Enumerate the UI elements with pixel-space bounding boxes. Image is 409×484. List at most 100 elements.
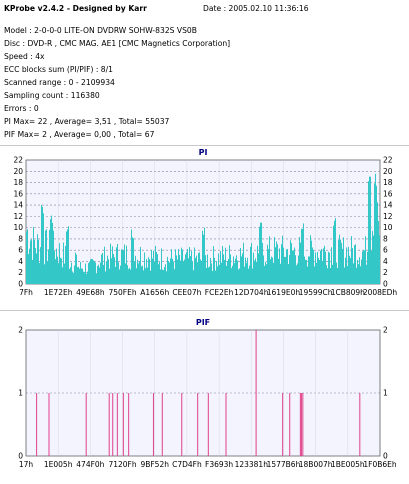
pi-bar bbox=[110, 243, 111, 284]
pi-bar bbox=[266, 264, 267, 284]
pi-bar bbox=[335, 218, 336, 284]
pi-bar bbox=[240, 248, 241, 284]
pi-y-tick-left: 18 bbox=[13, 178, 23, 187]
pi-bar bbox=[144, 252, 145, 284]
pi-bar bbox=[242, 253, 243, 284]
pi-bar bbox=[82, 268, 83, 284]
pi-bar bbox=[247, 257, 248, 284]
pi-bar bbox=[329, 252, 330, 284]
pi-bar bbox=[58, 263, 59, 284]
pi-bar bbox=[298, 255, 299, 284]
pi-bar bbox=[326, 265, 327, 284]
pi-bar bbox=[300, 242, 301, 284]
pi-bar bbox=[333, 225, 334, 284]
pi-bar bbox=[348, 246, 349, 284]
pi-bar bbox=[29, 248, 30, 284]
pi-bar bbox=[81, 268, 82, 284]
pi-bar bbox=[112, 246, 113, 284]
pi-bar bbox=[263, 255, 264, 284]
pif-series bbox=[36, 330, 361, 456]
pi-y-tick-left: 16 bbox=[13, 189, 23, 198]
pi-bar bbox=[90, 259, 91, 284]
pi-bar bbox=[131, 229, 132, 284]
pi-bar bbox=[323, 248, 324, 284]
pi-bar bbox=[297, 263, 298, 284]
pi-bar bbox=[167, 256, 168, 284]
pi-bar bbox=[253, 252, 254, 284]
info-speed: Speed : 4x bbox=[4, 52, 45, 61]
pi-bar bbox=[364, 250, 365, 284]
pi-bar bbox=[141, 266, 142, 284]
pi-bar bbox=[64, 263, 65, 284]
pi-bar bbox=[121, 249, 122, 284]
info-pif-summary: PIF Max= 2 , Average= 0,00 , Total= 67 bbox=[4, 130, 155, 139]
pi-bar bbox=[360, 266, 361, 284]
pi-bar bbox=[30, 240, 31, 284]
pi-bar bbox=[241, 256, 242, 284]
info-model: Model : 2-0-0-0 LITE-ON DVDRW SOHW-832S … bbox=[4, 26, 197, 35]
pi-bar bbox=[205, 255, 206, 284]
pi-bar bbox=[341, 242, 342, 284]
pif-x-tick-label: 1577B6h bbox=[267, 460, 301, 469]
pi-bar bbox=[324, 245, 325, 284]
pi-bar bbox=[290, 240, 291, 284]
pi-bar bbox=[77, 267, 78, 284]
pi-bar bbox=[336, 262, 337, 284]
pi-bar bbox=[151, 249, 152, 284]
pi-bar bbox=[239, 268, 240, 284]
pi-bar bbox=[171, 249, 172, 284]
pi-bar bbox=[126, 245, 127, 284]
pi-bar bbox=[32, 259, 33, 284]
pi-bar bbox=[160, 269, 161, 284]
pi-bar bbox=[213, 246, 214, 284]
pi-y-tick-left: 10 bbox=[13, 223, 23, 232]
pi-bar bbox=[116, 247, 117, 284]
pi-y-tick-right: 14 bbox=[383, 201, 393, 210]
pi-bar bbox=[162, 269, 163, 284]
pi-bar bbox=[230, 254, 231, 284]
pi-bar bbox=[95, 262, 96, 284]
pi-bar bbox=[154, 261, 155, 284]
pi-bar bbox=[219, 264, 220, 284]
pi-bar bbox=[353, 263, 354, 284]
pi-bar bbox=[42, 206, 43, 284]
pi-bar bbox=[249, 265, 250, 284]
pi-bar bbox=[246, 262, 247, 284]
pi-bar bbox=[48, 249, 49, 284]
pi-bar bbox=[310, 235, 311, 284]
pi-bar bbox=[301, 228, 302, 284]
pi-bar bbox=[305, 259, 306, 284]
pi-bar bbox=[359, 257, 360, 284]
pi-bar bbox=[87, 271, 88, 284]
pi-bar bbox=[176, 255, 177, 284]
pi-bar bbox=[227, 261, 228, 284]
pi-y-tick-right: 18 bbox=[383, 178, 393, 187]
pi-bar bbox=[252, 268, 253, 284]
pi-bar bbox=[330, 268, 331, 284]
pi-bar bbox=[236, 255, 237, 284]
pi-bar bbox=[271, 256, 272, 284]
pi-x-tick-label: CEE07h bbox=[172, 288, 201, 297]
pi-bar bbox=[117, 244, 118, 284]
pi-x-tick-label: 2008EDh bbox=[363, 288, 398, 297]
pi-bar bbox=[84, 272, 85, 284]
pi-x-tick-label: 1CB809h bbox=[331, 288, 365, 297]
pi-bar bbox=[79, 268, 80, 284]
pi-bar bbox=[184, 259, 185, 284]
pi-bar bbox=[208, 267, 209, 284]
pi-x-tick-label: 12D704h bbox=[234, 288, 269, 297]
pi-bar bbox=[243, 242, 244, 284]
pi-bar bbox=[362, 251, 363, 284]
pi-bar bbox=[274, 237, 275, 284]
pif-x-tick-label: 1BE005h bbox=[331, 460, 365, 469]
pi-bar bbox=[264, 265, 265, 284]
pi-bar bbox=[93, 260, 94, 284]
pi-y-tick-right: 4 bbox=[383, 257, 388, 266]
pi-bar bbox=[235, 258, 236, 284]
pi-bar bbox=[189, 247, 190, 284]
pi-bar bbox=[334, 220, 335, 284]
pi-bar bbox=[202, 230, 203, 284]
pi-bar bbox=[357, 259, 358, 284]
pi-bar bbox=[211, 263, 212, 284]
pi-bar bbox=[43, 213, 44, 284]
